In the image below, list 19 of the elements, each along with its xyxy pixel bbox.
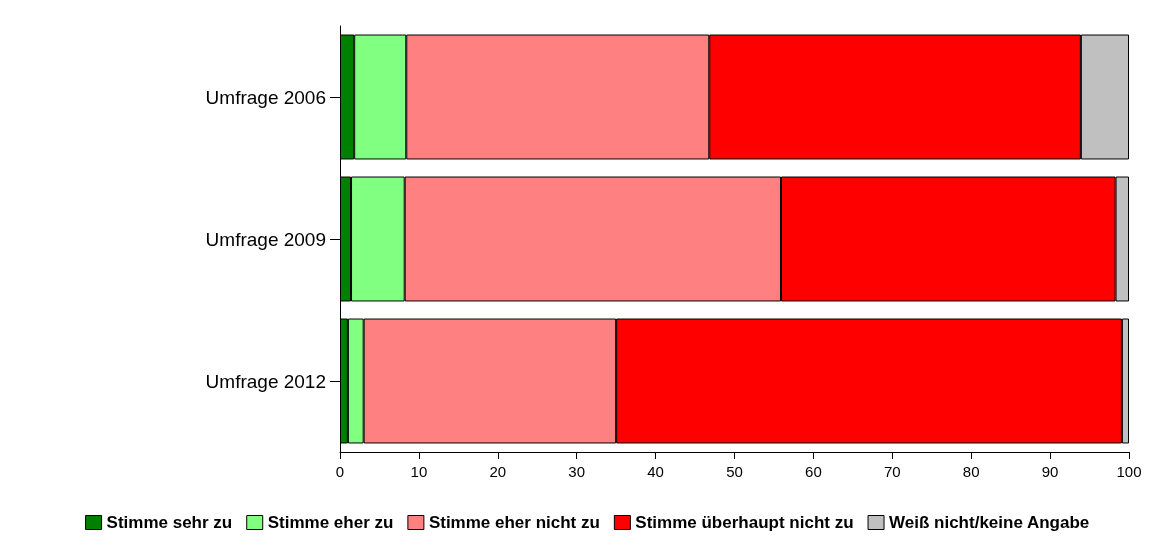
y-tick-label: Umfrage 2006: [205, 86, 326, 108]
x-tick-label: 100: [1116, 463, 1142, 480]
x-tick-label: 0: [335, 463, 345, 480]
x-tick-label: 90: [1041, 463, 1059, 480]
x-tick-label: 80: [962, 463, 980, 480]
y-tick-label: Umfrage 2012: [205, 370, 326, 392]
x-tick-label: 20: [489, 463, 507, 480]
x-tick-label: 70: [883, 463, 901, 480]
x-tick-label: 10: [410, 463, 428, 480]
legend-label: Weiß nicht/keine Angabe: [889, 513, 1090, 532]
x-tick-label: 50: [726, 463, 743, 480]
legend-label: Stimme eher nicht zu: [428, 513, 600, 532]
x-tick-label: 30: [568, 463, 586, 480]
legend-label: Stimme eher zu: [267, 513, 394, 532]
y-tick-label: Umfrage 2009: [205, 228, 326, 250]
x-tick-label: 60: [805, 463, 822, 480]
legend-label: Stimme sehr zu: [106, 513, 233, 532]
legend-label: Stimme überhaupt nicht zu: [635, 513, 854, 532]
x-tick-label: 40: [647, 463, 664, 480]
